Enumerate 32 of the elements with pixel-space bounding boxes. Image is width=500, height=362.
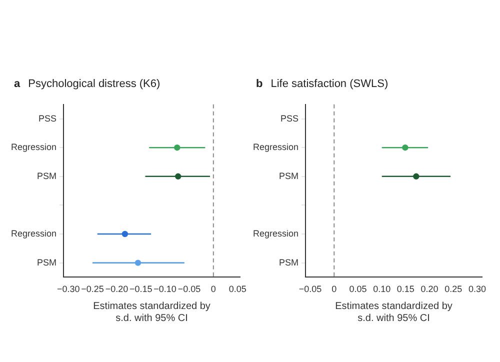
x-tick-label: −0.05 (178, 284, 201, 294)
y-tick-label: Regression (10, 228, 57, 238)
x-axis-title: Estimates standardized by s.d. with 95% CI (93, 300, 210, 324)
y-tick-label: PSM (37, 257, 57, 268)
x-tick-label: 0.25 (444, 284, 462, 294)
x-tick-label: 0 (332, 284, 337, 294)
text: a (14, 78, 20, 90)
y-tick-label: PSM (279, 170, 299, 181)
x-tick-label: 0.10 (373, 284, 391, 294)
x-tick-label: −0.30 (56, 284, 80, 294)
y-tick-label: PSS (280, 113, 299, 124)
x-tick-label: −0.15 (129, 284, 152, 294)
chart-title: Psychological distress (K6) (28, 78, 160, 90)
y-tick-label: Regression (252, 228, 299, 238)
y-tick-label: PSM (279, 257, 299, 268)
x-tick-label: 0.15 (396, 284, 414, 294)
x-tick-label: 0.05 (349, 284, 367, 294)
x-tick-label: −0.05 (298, 284, 322, 294)
y-tick-label: Regression (10, 142, 57, 152)
x-tick-label: 0.30 (468, 284, 486, 294)
y-tick-label: Regression (252, 142, 299, 152)
chart-title: Life satisfaction (SWLS) (270, 78, 388, 90)
x-tick-label: −0.10 (154, 284, 176, 294)
y-tick-label: PSS (38, 113, 57, 124)
x-tick-label: 0.05 (228, 284, 246, 294)
y-tick-label: PSM (37, 170, 57, 181)
x-tick-label: 0.20 (420, 284, 438, 294)
x-tick-label: −0.25 (81, 284, 104, 294)
x-tick-label: 0 (210, 284, 216, 294)
x-axis-title: Estimates standardized by s.d. with 95% CI (335, 300, 452, 324)
x-tick-label: −0.20 (105, 284, 128, 294)
text: b (256, 78, 263, 90)
